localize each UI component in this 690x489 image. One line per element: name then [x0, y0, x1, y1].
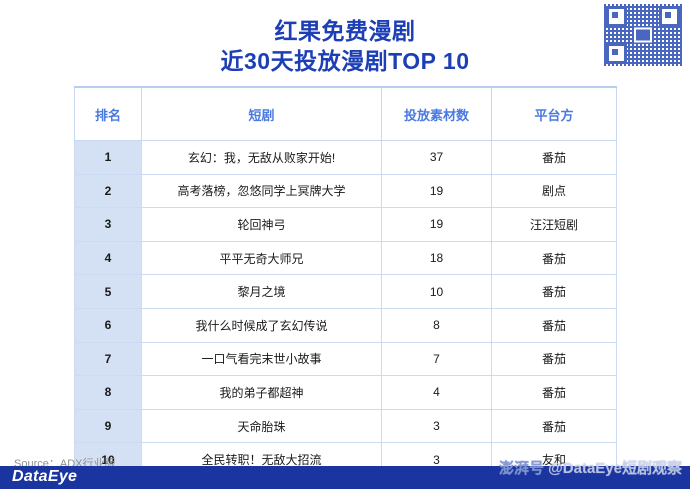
table-header-row: 排名 短剧 投放素材数 平台方	[74, 86, 617, 141]
column-header-count[interactable]: 投放素材数	[381, 86, 492, 141]
cell-platform-name: 番茄	[491, 274, 617, 309]
cell-count-value: 3	[381, 408, 492, 444]
footer-bar	[0, 466, 690, 489]
cell-rank-value: 1	[74, 140, 142, 175]
cell-count-value: 4	[381, 375, 492, 410]
dataeye-logo: DataEye	[12, 468, 78, 485]
cell-count-value: 19	[381, 173, 492, 209]
cell-count-value: 8	[381, 307, 492, 343]
ranking-table: 排名 短剧 投放素材数 平台方 1 玄幻：我，无敌从败家开始! 37 番茄 2 高考落榜，…	[74, 86, 617, 478]
cell-show-title: 黎月之境	[141, 274, 382, 309]
cell-count-value: 18	[381, 240, 492, 276]
cell-count-value: 19	[381, 207, 492, 242]
table-row: 7 一口气看完末世小故事 7 番茄	[74, 341, 617, 377]
table-row: 4 平平无奇大师兄 18 番茄	[74, 240, 617, 276]
cell-show-title: 玄幻：我，无敌从败家开始!	[141, 140, 382, 175]
qr-finder-bottom-left-icon	[606, 43, 627, 64]
table-row: 5 黎月之境 10 番茄	[74, 274, 617, 309]
table-row: 2 高考落榜，忽悠同学上冥牌大学 19 剧点	[74, 173, 617, 209]
table-row: 1 玄幻：我，无敌从败家开始! 37 番茄	[74, 140, 617, 175]
table-row: 3 轮回神弓 19 汪汪短剧	[74, 207, 617, 242]
cell-platform-name: 番茄	[491, 408, 617, 444]
cell-rank-value: 8	[74, 375, 142, 410]
cell-platform-name: 番茄	[491, 140, 617, 175]
qr-center-logo-icon	[634, 27, 652, 43]
watermark-prefix: 澎湃号	[498, 460, 544, 477]
qr-code[interactable]	[604, 4, 682, 66]
cell-rank-value: 5	[74, 274, 142, 309]
qr-finder-top-right-icon	[659, 6, 680, 27]
cell-platform-name: 汪汪短剧	[491, 207, 617, 242]
qr-code-pattern	[604, 4, 682, 66]
table-body: 1 玄幻：我，无敌从败家开始! 37 番茄 2 高考落榜，忽悠同学上冥牌大学 19 剧点 3 轮回…	[74, 140, 617, 478]
cell-show-title: 我的弟子都超神	[141, 375, 382, 410]
cell-platform-name: 剧点	[491, 173, 617, 209]
cell-show-title: 高考落榜，忽悠同学上冥牌大学	[141, 173, 382, 209]
title-line-2: 近30天投放漫剧TOP 10	[220, 48, 470, 74]
cell-rank-value: 4	[74, 240, 142, 276]
title-line-1: 红果免费漫剧	[274, 18, 416, 44]
table-row: 9 天命胎珠 3 番茄	[74, 408, 617, 444]
cell-rank-value: 2	[74, 173, 142, 209]
cell-show-title: 轮回神弓	[141, 207, 382, 242]
cell-rank-value: 3	[74, 207, 142, 242]
watermark-handle: @DataEye短剧观察	[548, 460, 682, 477]
cell-platform-name: 番茄	[491, 240, 617, 276]
column-header-platform[interactable]: 平台方	[491, 86, 617, 141]
cell-rank-value: 6	[74, 307, 142, 343]
cell-rank-value: 9	[74, 408, 142, 444]
cell-count-value: 7	[381, 341, 492, 377]
cell-count-value: 10	[381, 274, 492, 309]
cell-show-title: 天命胎珠	[141, 408, 382, 444]
cell-rank-value: 7	[74, 341, 142, 377]
watermark: 澎湃号 @DataEye短剧观察	[432, 457, 682, 481]
qr-finder-top-left-icon	[606, 6, 627, 27]
cell-show-title: 平平无奇大师兄	[141, 240, 382, 276]
column-header-rank[interactable]: 排名	[74, 86, 142, 141]
cell-count-value: 37	[381, 140, 492, 175]
table-row: 8 我的弟子都超神 4 番茄	[74, 375, 617, 410]
cell-show-title: 一口气看完末世小故事	[141, 341, 382, 377]
cell-platform-name: 番茄	[491, 341, 617, 377]
column-header-show[interactable]: 短剧	[141, 86, 382, 141]
page-title: 红果免费漫剧 近30天投放漫剧TOP 10	[0, 16, 690, 77]
table-row: 6 我什么时候成了玄幻传说 8 番茄	[74, 307, 617, 343]
cell-platform-name: 番茄	[491, 307, 617, 343]
cell-show-title: 我什么时候成了玄幻传说	[141, 307, 382, 343]
cell-platform-name: 番茄	[491, 375, 617, 410]
